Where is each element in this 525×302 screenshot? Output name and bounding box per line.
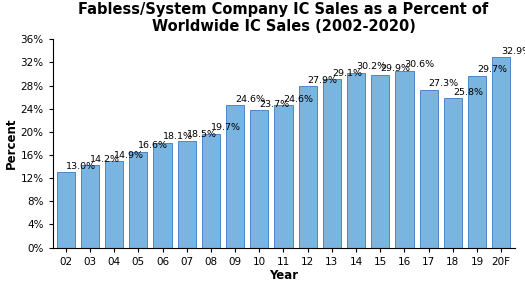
Text: 32.9%: 32.9% <box>501 47 525 56</box>
Text: 23.7%: 23.7% <box>259 100 289 109</box>
Text: 27.3%: 27.3% <box>428 79 459 88</box>
Text: 29.1%: 29.1% <box>332 69 362 78</box>
Text: 13.0%: 13.0% <box>66 162 96 171</box>
Bar <box>275 105 292 248</box>
Bar <box>395 71 414 248</box>
Bar <box>492 57 510 248</box>
Bar <box>105 161 123 248</box>
Y-axis label: Percent: Percent <box>5 118 17 169</box>
Bar <box>177 140 196 248</box>
Bar <box>468 76 486 248</box>
Text: 30.6%: 30.6% <box>404 60 435 69</box>
Bar <box>444 98 462 248</box>
Text: 25.8%: 25.8% <box>453 88 483 97</box>
X-axis label: Year: Year <box>269 269 298 282</box>
Bar <box>202 133 220 248</box>
Bar <box>299 86 317 248</box>
Text: 29.7%: 29.7% <box>477 65 507 74</box>
Bar <box>129 152 148 248</box>
Bar <box>419 90 438 248</box>
Bar <box>153 143 172 248</box>
Text: 29.9%: 29.9% <box>380 64 410 73</box>
Text: 16.6%: 16.6% <box>139 141 169 150</box>
Text: 30.2%: 30.2% <box>356 63 386 71</box>
Text: 19.7%: 19.7% <box>211 123 241 132</box>
Text: 18.1%: 18.1% <box>163 132 193 141</box>
Bar <box>323 79 341 248</box>
Text: 24.6%: 24.6% <box>235 95 265 104</box>
Bar <box>226 105 244 248</box>
Text: 24.6%: 24.6% <box>284 95 313 104</box>
Text: 27.9%: 27.9% <box>308 76 338 85</box>
Bar <box>57 172 75 248</box>
Bar <box>347 73 365 248</box>
Title: Fabless/System Company IC Sales as a Percent of
Worldwide IC Sales (2002-2020): Fabless/System Company IC Sales as a Per… <box>78 2 489 34</box>
Bar <box>81 165 99 248</box>
Text: 18.5%: 18.5% <box>187 130 217 139</box>
Text: 14.9%: 14.9% <box>114 151 144 160</box>
Bar <box>250 111 268 248</box>
Bar <box>371 75 390 248</box>
Text: 14.2%: 14.2% <box>90 155 120 164</box>
